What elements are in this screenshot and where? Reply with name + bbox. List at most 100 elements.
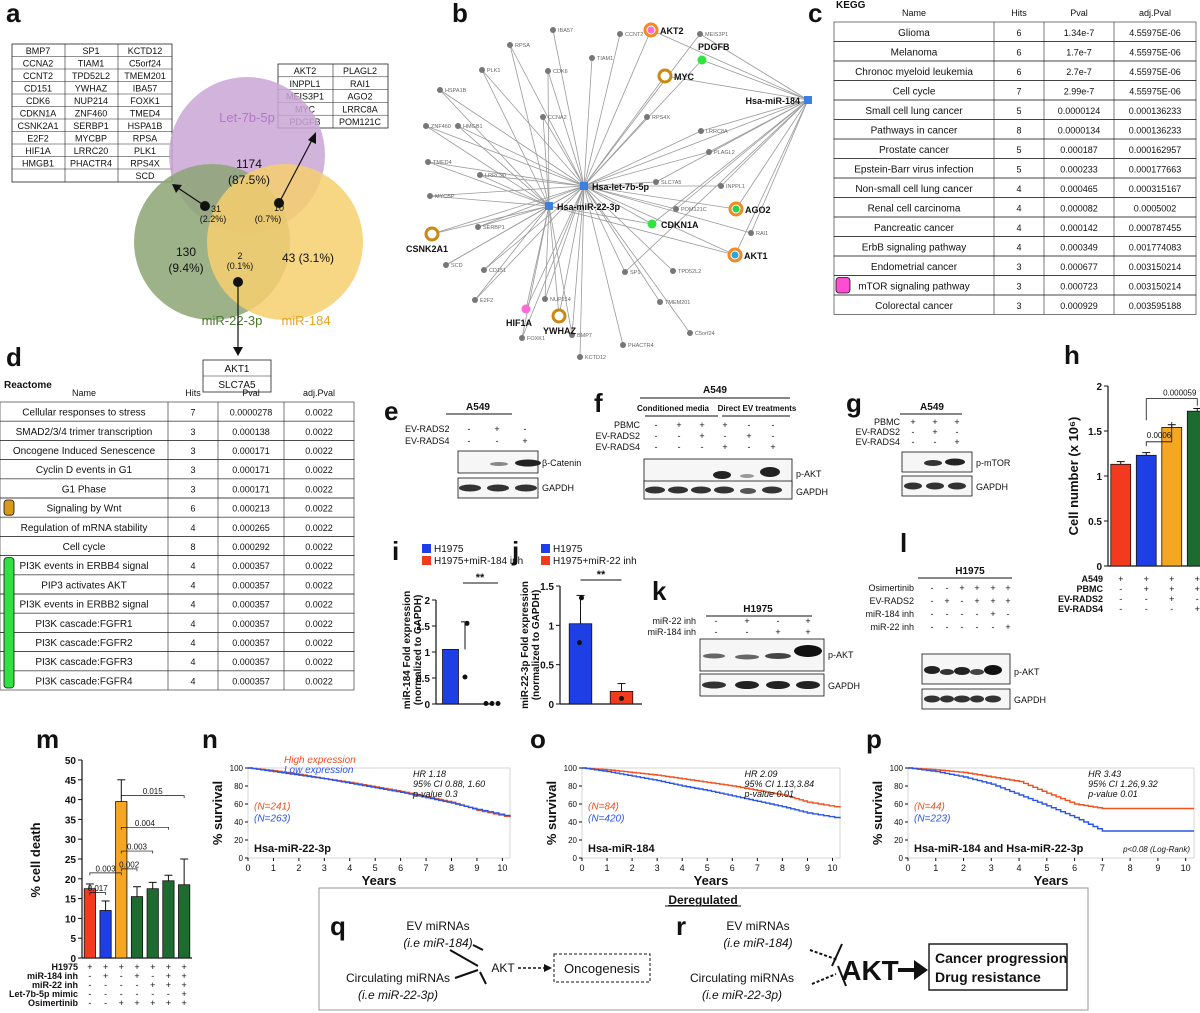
table-cell: 0.0022 — [305, 408, 333, 418]
highlight-node-label: AKT1 — [744, 251, 768, 261]
hub-node — [545, 202, 553, 210]
network-edge — [579, 185, 585, 358]
table-cell: Glioma — [898, 28, 930, 39]
gene-node — [687, 330, 693, 336]
blot-e-band-label: β-Catenin — [542, 458, 581, 468]
gene-node-label: TPD52L2 — [678, 269, 701, 275]
venn-let7-mir184-pct: (0.7%) — [255, 214, 282, 224]
y-axis-label: % cell death — [28, 822, 43, 897]
gene-cell: HSPA1B — [128, 121, 163, 131]
table-cell: 0.0022 — [305, 619, 333, 629]
network-edge — [548, 205, 736, 256]
panel-label-o: o — [530, 724, 546, 754]
panel-k-blot: H1975 miR-22 inh - + - +miR-184 inh - - + + p-AK… — [647, 604, 860, 697]
network-edge — [427, 161, 550, 207]
table-cell: 0.000171 — [232, 484, 270, 494]
sig-label: 0.002 — [119, 860, 140, 869]
table-cell: 0.0022 — [305, 676, 333, 686]
gene-node-label: INPPL1 — [726, 184, 745, 190]
panel-g-blot: A549 PBMC + + +EV-RADS2- + -EV-RADS4- - + p-mTO… — [855, 402, 1011, 497]
gene-node — [697, 31, 703, 37]
table-cell: Cell cycle — [63, 542, 106, 553]
highlight-node-label: AKT2 — [660, 26, 684, 36]
r-circ-label: Circulating miRNAs — [690, 971, 794, 985]
km-n-high: (N=44) — [914, 801, 945, 812]
blot-e-cell: A549 — [466, 402, 490, 413]
table-cell: PI3K cascade:FGFR3 — [35, 657, 133, 668]
blot-sign: + — [932, 417, 937, 427]
table-cell: 0.000171 — [232, 465, 270, 475]
condition-sign: + — [182, 971, 187, 981]
bar — [115, 801, 128, 959]
y-axis-label: miR-184 Fold expression — [402, 591, 413, 709]
condition-label: EV-RADS2 — [1058, 594, 1103, 604]
gene-node — [670, 268, 676, 274]
condition-sign: - — [151, 989, 154, 999]
gene-node-label: FOXK1 — [527, 336, 545, 342]
panel-label-c: c — [808, 0, 822, 28]
x-tick-label: 4 — [680, 863, 685, 873]
network-edge — [483, 205, 550, 271]
km-n-high: (N=241) — [254, 801, 290, 812]
y-tick-label: 100 — [564, 764, 578, 773]
gene-cell: NUP214 — [74, 96, 108, 106]
table-cell: Renal cell carcinoma — [868, 203, 961, 214]
km-n-low: (N=263) — [254, 813, 290, 824]
network-edge — [583, 181, 657, 187]
blot-e-band-label: GAPDH — [542, 483, 574, 493]
blot-f-cell: A549 — [703, 385, 727, 396]
blot-row-label: EV-RADS2 — [855, 427, 900, 437]
x-tick-label: 7 — [424, 863, 429, 873]
table-cell: 4 — [190, 561, 195, 571]
panel-h-chart: 0 0.5 1 1.5 2 Cell number (x 10⁶) 0.0006 0.0000… — [1058, 382, 1200, 614]
table-cell: PI3K cascade:FGFR2 — [35, 638, 133, 649]
panel-label-l: l — [900, 528, 907, 558]
network-edge — [547, 70, 585, 187]
table-header: Name — [902, 8, 926, 18]
panel-n-chart: 0 20 40 60 80 100 0 1 2 3 4 5 6 7 8 9 10 Years % survival H… — [210, 755, 511, 888]
table-cell: 4.55975E-06 — [1129, 47, 1181, 57]
table-cell: Oncogene Induced Senescence — [13, 446, 156, 457]
y-tick-label: 100 — [890, 764, 904, 773]
hub-label: Hsa-let-7b-5p — [592, 182, 650, 192]
kegg-title: KEGG — [836, 0, 866, 11]
network-edge — [583, 185, 661, 303]
y-tick-label: 50 — [65, 756, 77, 767]
gene-node-label: TMEM201 — [665, 300, 690, 306]
venn-mir22-only-n: 130 — [176, 245, 196, 259]
blot-sign: + — [932, 427, 937, 437]
blot-row-label: miR-22 inh — [652, 616, 696, 626]
x-tick-label: 7 — [1100, 863, 1105, 873]
km-stat: p-value 0.01 — [744, 789, 795, 799]
condition-sign: + — [182, 998, 187, 1008]
km-stat: HR 1.18 — [413, 769, 446, 779]
x-tick-label: 9 — [474, 863, 479, 873]
gene-node-label: SERBP1 — [483, 225, 505, 231]
highlight-node-label: HIF1A — [506, 318, 533, 328]
bar — [1135, 454, 1157, 567]
gene-node-label: C5orf24 — [695, 331, 715, 337]
legend-label: H1975+miR-184 inh — [434, 556, 523, 567]
y-tick-label: 0.5 — [1088, 517, 1102, 528]
y-tick-label: 0.5 — [540, 661, 554, 672]
gene-node-label: CDK6 — [553, 69, 568, 75]
condition-sign: + — [166, 962, 171, 972]
y-tick-label: 25 — [65, 855, 77, 866]
y-tick-label: 20 — [234, 836, 243, 845]
gene-cell: SP1 — [82, 46, 99, 56]
network-edge — [750, 99, 809, 234]
table-cell: 0.000171 — [232, 446, 270, 456]
x-tick-label: 10 — [1181, 863, 1191, 873]
blot-row-label: PBMC — [614, 420, 641, 430]
y-tick-label: 60 — [894, 800, 903, 809]
table-cell: 3 — [190, 427, 195, 437]
sig-label: 0.015 — [143, 787, 164, 796]
y-tick-label: 15 — [65, 895, 77, 906]
network-edge — [474, 205, 550, 301]
km-legend-high: High expression — [284, 755, 356, 766]
blot-sign: - — [946, 622, 949, 632]
y-tick-label: 60 — [568, 800, 577, 809]
panel-label-f: f — [594, 388, 603, 418]
x-tick-label: 4 — [347, 863, 352, 873]
